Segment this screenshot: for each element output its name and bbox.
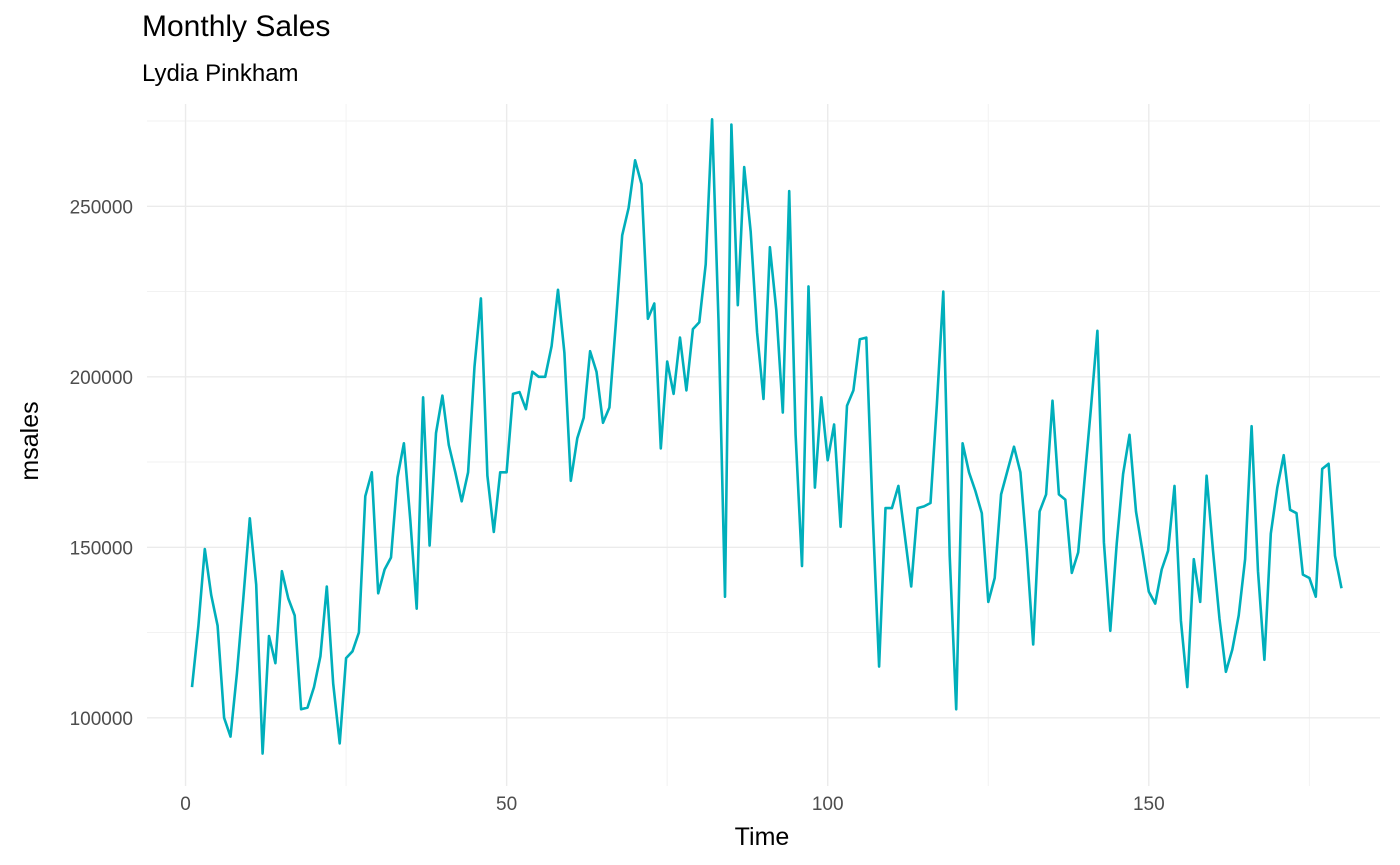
x-axis-title: Time [735, 823, 790, 851]
chart-title: Monthly Sales [142, 10, 331, 43]
series-line [190, 118, 1343, 755]
y-tick-label: 150000 [70, 538, 133, 559]
x-tick-label: 0 [180, 794, 191, 815]
series-layer [190, 118, 1343, 755]
y-tick-label: 200000 [70, 368, 133, 389]
y-axis-title: msales [16, 401, 44, 480]
x-tick-label: 50 [496, 794, 517, 815]
x-axis-ticks: 0 50 100 150 [180, 794, 1164, 815]
y-tick-label: 100000 [70, 709, 133, 730]
minor-gridlines [147, 104, 1380, 786]
y-axis-ticks: 100000 150000 200000 250000 [70, 197, 133, 730]
x-tick-label: 100 [812, 794, 844, 815]
y-tick-label: 250000 [70, 197, 133, 218]
chart-subtitle: Lydia Pinkham [142, 60, 299, 87]
x-tick-label: 150 [1133, 794, 1165, 815]
